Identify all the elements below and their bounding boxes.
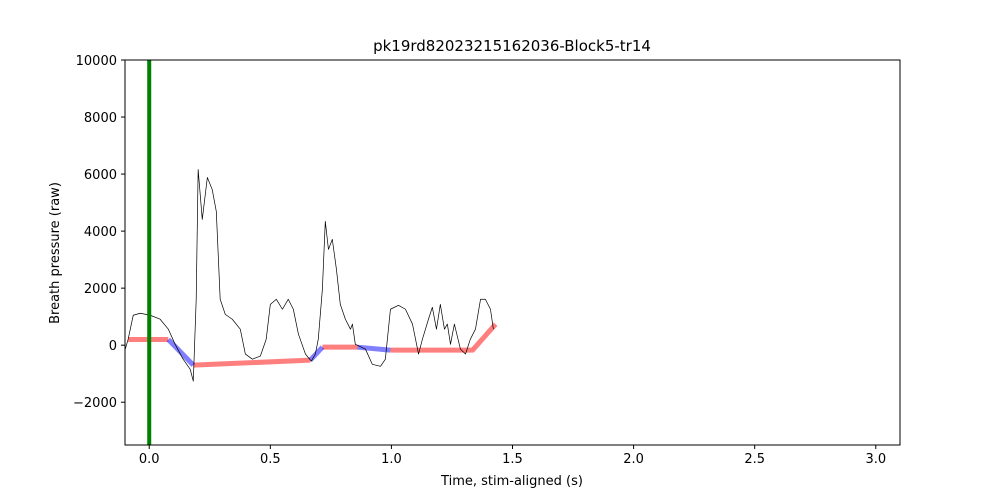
y-axis-label: Breath pressure (raw): [48, 182, 63, 324]
series-line: [125, 169, 494, 382]
chart-title: pk19rd82023215162036-Block5-tr14: [373, 37, 651, 55]
x-tick-label: 2.0: [623, 452, 644, 467]
y-tick-label: 6000: [84, 168, 117, 183]
x-tick-label: 2.5: [744, 452, 765, 467]
x-tick-label: 1.0: [381, 452, 402, 467]
x-tick-label: 1.5: [502, 452, 523, 467]
series-line: [193, 357, 311, 368]
x-axis-label: Time, stim-aligned (s): [440, 474, 583, 489]
y-tick-label: −2000: [73, 396, 117, 411]
y-tick-label: 8000: [84, 111, 117, 126]
x-tick-label: 3.0: [865, 452, 886, 467]
y-tick-label: 10000: [76, 54, 117, 69]
x-tick-label: 0.0: [139, 452, 160, 467]
y-tick-label: 0: [109, 339, 117, 354]
y-tick-label: 4000: [84, 225, 117, 240]
x-tick-label: 0.5: [260, 452, 281, 467]
y-tick-label: 2000: [84, 282, 117, 297]
series-line: [308, 345, 325, 362]
series-line: [166, 337, 196, 367]
